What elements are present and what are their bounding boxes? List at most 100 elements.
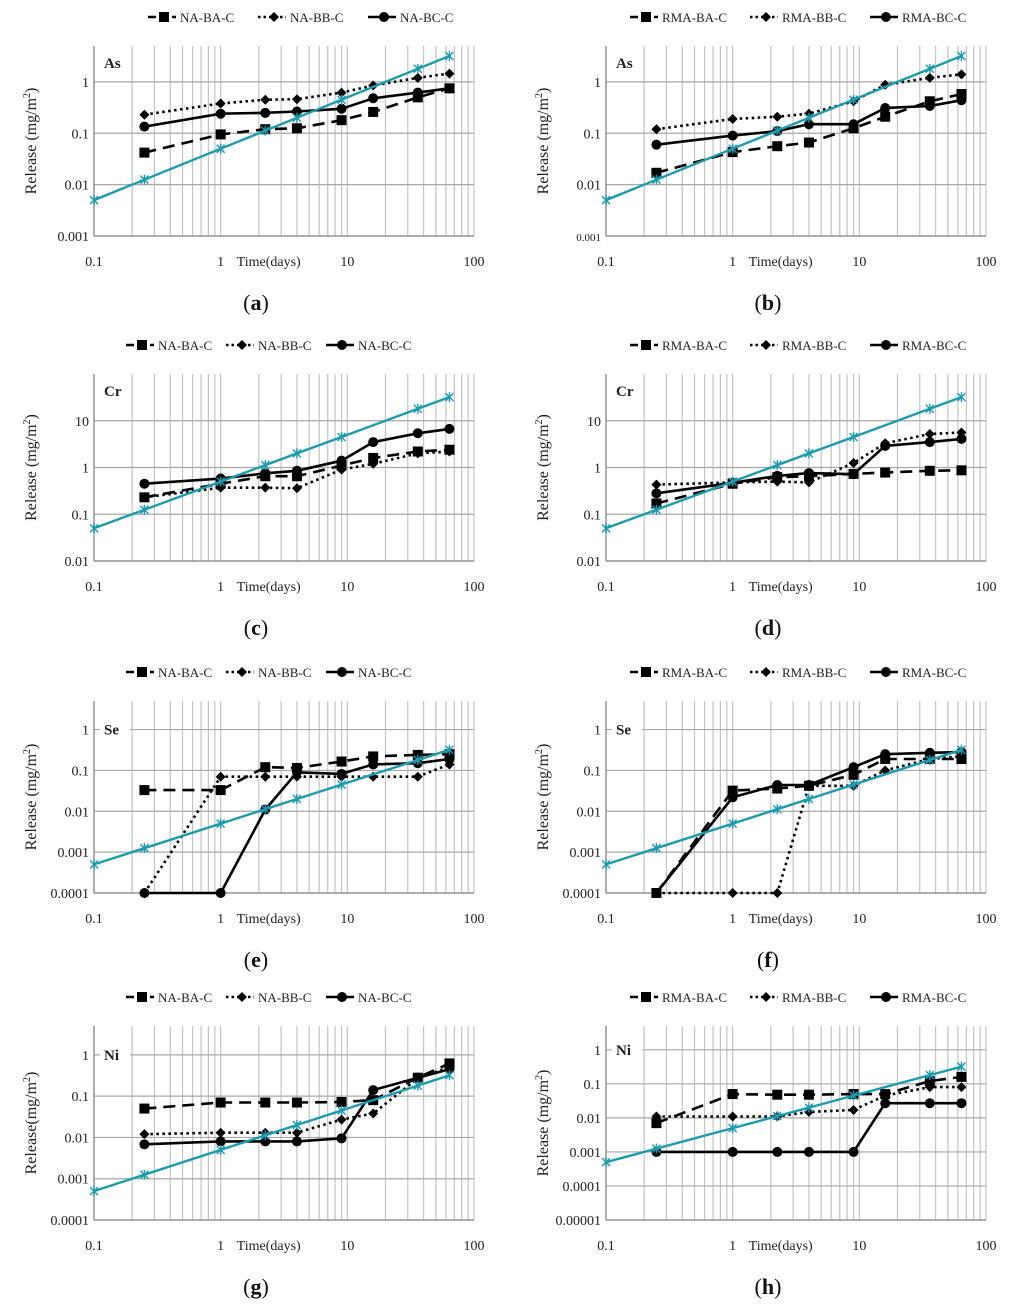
data-point-circle <box>727 1146 738 1157</box>
data-point-circle <box>848 119 859 130</box>
data-point-star <box>444 50 454 61</box>
legend-marker-square <box>641 340 651 350</box>
chart-panel-d: 0.01 0.1 1 10 0.1 1 10 100 Time(days) Release (mg… <box>512 328 1024 656</box>
data-point-star <box>89 859 99 870</box>
legend-marker-diamond <box>761 992 771 1002</box>
legend-marker-square <box>137 667 147 677</box>
legend-marker-square <box>137 340 147 350</box>
data-point-diamond <box>924 1082 935 1093</box>
y-tick-label: 0.1 <box>72 764 90 779</box>
legend-item: NA-BB-C <box>226 338 311 353</box>
data-point-star <box>139 1169 149 1180</box>
legend-label: RMA-BA-C <box>662 665 727 680</box>
data-point-square <box>336 756 347 767</box>
series-line <box>655 757 962 894</box>
data-point-star <box>956 744 966 755</box>
data-point-circle <box>444 83 455 94</box>
legend-label: RMA-BA-C <box>662 10 727 25</box>
data-point-circle <box>924 437 935 448</box>
data-point-square <box>924 1076 935 1087</box>
y-tick-label: 0.01 <box>65 1131 90 1146</box>
data-point-diamond <box>291 1127 302 1138</box>
data-point-star <box>413 403 423 414</box>
data-point-circle <box>880 1098 891 1109</box>
y-tick-label: 0.1 <box>584 127 602 142</box>
data-point-square <box>956 89 967 100</box>
data-point-star <box>292 1120 302 1131</box>
data-point-diamond <box>924 72 935 83</box>
data-point-diamond <box>651 124 662 135</box>
series-line <box>605 748 962 866</box>
grid <box>93 1026 475 1221</box>
y-tick-label: 0.0001 <box>563 1180 602 1195</box>
legend-marker-square <box>641 12 651 22</box>
data-point-star <box>772 125 782 136</box>
series-na-bc-c <box>139 1064 455 1150</box>
data-point-circle <box>848 762 859 773</box>
legend-marker-square <box>641 992 651 1002</box>
x-axis-title: Time(days) <box>237 1239 301 1254</box>
element-label: Ni <box>616 1043 631 1059</box>
data-point-circle <box>848 469 859 480</box>
data-point-star <box>601 523 611 534</box>
series-reference <box>89 392 454 534</box>
data-point-diamond <box>215 98 226 109</box>
legend-marker-diamond <box>761 12 771 22</box>
data-point-star <box>292 793 302 804</box>
legend-label: NA-BA-C <box>180 10 234 25</box>
chart-panel-e: 0.0001 0.001 0.01 0.1 1 0.1 1 10 100 Time(days) Re… <box>0 655 512 983</box>
x-tick-label: 0.1 <box>597 912 615 927</box>
data-point-circle <box>924 1098 935 1109</box>
x-tick-label: 10 <box>340 580 354 595</box>
y-tick-label: 0.001 <box>570 846 602 861</box>
element-label: Cr <box>104 384 122 400</box>
x-tick-label: 10 <box>852 912 866 927</box>
legend-label: NA-BB-C <box>258 665 311 680</box>
data-point-circle <box>368 759 379 770</box>
legend-label: NA-BB-C <box>258 338 311 353</box>
y-tick-label: 0.00001 <box>556 1214 602 1229</box>
data-point-star <box>337 431 347 442</box>
x-tick-label: 100 <box>976 912 997 927</box>
panel-caption: (g) <box>243 1274 269 1299</box>
series-line <box>93 748 450 866</box>
x-tick-label: 0.1 <box>85 1239 103 1254</box>
x-axis-title: Time(days) <box>237 912 301 927</box>
legend: RMA-BA-C RMA-BB-C RMA-BC-C <box>630 10 966 25</box>
x-axis-title: Time(days) <box>749 912 813 927</box>
y-tick-label: 0.001 <box>576 232 601 244</box>
x-axis-title: Time(days) <box>749 580 813 595</box>
data-point-circle <box>336 455 347 466</box>
panel-caption: (h) <box>755 1274 782 1299</box>
legend-item: RMA-BB-C <box>750 10 846 25</box>
x-axis-title: Time(days) <box>237 255 301 270</box>
y-tick-label: 0.1 <box>72 127 90 142</box>
legend-marker-square <box>137 992 147 1002</box>
legend-label: NA-BC-C <box>358 990 411 1005</box>
legend: RMA-BA-C RMA-BB-C RMA-BC-C <box>630 338 966 353</box>
data-point-diamond <box>803 477 814 488</box>
data-point-star <box>260 460 270 471</box>
data-point-square <box>880 111 891 122</box>
data-point-diamond <box>368 1108 379 1119</box>
data-point-circle <box>651 139 662 150</box>
legend-label: RMA-BC-C <box>902 665 966 680</box>
series-na-bc-c <box>139 83 455 132</box>
data-point-square <box>368 751 379 762</box>
data-point-star <box>89 195 99 206</box>
x-tick-label: 100 <box>976 1239 997 1254</box>
series-reference <box>89 50 454 206</box>
data-point-circle <box>848 1146 859 1157</box>
data-point-diamond <box>291 483 302 494</box>
data-point-circle <box>412 428 423 439</box>
legend-label: RMA-BC-C <box>902 10 966 25</box>
legend-marker-circle <box>337 992 347 1002</box>
data-point-circle <box>956 95 967 106</box>
data-point-star <box>651 174 661 185</box>
series-line <box>605 1065 962 1164</box>
legend-item: RMA-BA-C <box>630 338 727 353</box>
data-point-star <box>956 50 966 61</box>
data-point-diamond <box>139 1129 150 1140</box>
data-point-circle <box>803 1146 814 1157</box>
data-point-star <box>849 779 859 790</box>
